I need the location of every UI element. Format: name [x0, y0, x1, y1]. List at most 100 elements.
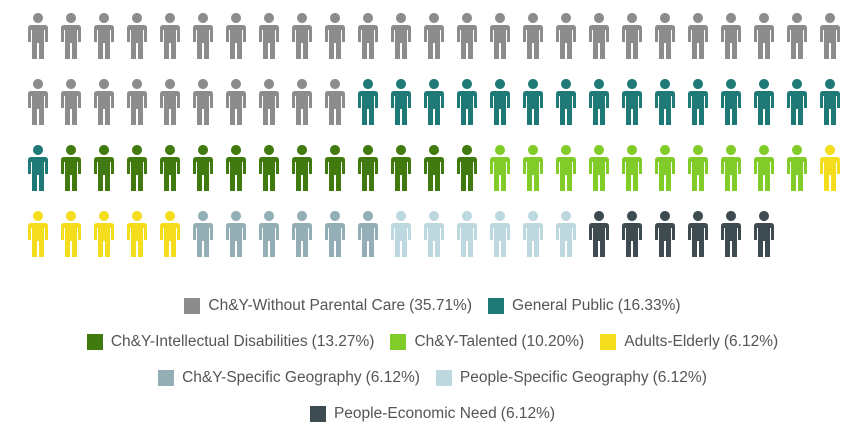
- person-icon: [94, 79, 114, 125]
- person-icon: [523, 211, 543, 257]
- legend-value: (13.27%): [311, 333, 375, 350]
- legend-item: People-Economic Need (6.12%): [309, 405, 556, 423]
- person-icon: [589, 13, 609, 59]
- person-icon: [325, 211, 345, 257]
- legend-swatch: [435, 370, 452, 386]
- person-icon: [655, 79, 675, 125]
- person-icon: [325, 13, 345, 59]
- person-icon: [523, 79, 543, 125]
- legend-row: Ch&Y-Specific Geography (6.12%) People-Spe…: [0, 360, 865, 396]
- person-icon: [391, 79, 411, 125]
- person-icon: [424, 145, 444, 191]
- person-icon: [424, 13, 444, 59]
- person-icon: [259, 79, 279, 125]
- person-icon: [226, 145, 246, 191]
- person-icon: [424, 79, 444, 125]
- person-icon: [457, 13, 477, 59]
- person-icon: [721, 13, 741, 59]
- person-icon: [292, 211, 312, 257]
- legend-value: (6.12%): [365, 369, 420, 386]
- legend-swatch: [488, 298, 505, 314]
- person-icon: [391, 211, 411, 257]
- person-icon: [556, 79, 576, 125]
- person-icon: [358, 145, 378, 191]
- person-icon: [127, 13, 147, 59]
- person-icon: [655, 13, 675, 59]
- person-icon: [754, 211, 774, 257]
- legend-value: (16.33%): [617, 297, 681, 314]
- person-icon: [127, 145, 147, 191]
- person-icon: [754, 13, 774, 59]
- legend-swatch: [86, 334, 103, 350]
- person-icon: [325, 79, 345, 125]
- person-icon: [688, 13, 708, 59]
- legend: Ch&Y-Without Parental Care (35.71%) Genera…: [0, 288, 865, 432]
- person-icon: [160, 211, 180, 257]
- legend-label: Adults-Elderly: [624, 333, 720, 350]
- person-icon: [721, 79, 741, 125]
- person-icon: [589, 79, 609, 125]
- person-icon: [127, 211, 147, 257]
- person-icon: [556, 145, 576, 191]
- person-icon: [61, 145, 81, 191]
- person-icon: [589, 211, 609, 257]
- person-icon: [325, 145, 345, 191]
- legend-item: Ch&Y-Without Parental Care (35.71%): [184, 297, 472, 315]
- person-icon: [688, 79, 708, 125]
- person-icon: [622, 211, 642, 257]
- person-icon: [61, 79, 81, 125]
- chart: Ch&Y-Without Parental Care (35.71%) Genera…: [28, 13, 840, 422]
- legend-label: General Public: [512, 297, 614, 314]
- person-icon: [556, 13, 576, 59]
- legend-value: (6.12%): [500, 405, 556, 422]
- person-icon: [721, 145, 741, 191]
- legend-item: Adults-Elderly (6.12%): [600, 333, 778, 351]
- person-icon: [193, 79, 213, 125]
- person-icon: [457, 79, 477, 125]
- person-icon: [490, 211, 510, 257]
- person-icon: [28, 145, 48, 191]
- person-icon: [292, 79, 312, 125]
- person-icon: [127, 79, 147, 125]
- person-icon: [490, 145, 510, 191]
- legend-swatch: [184, 298, 201, 314]
- legend-swatch: [600, 334, 617, 350]
- person-icon: [226, 79, 246, 125]
- legend-item: General Public (16.33%): [488, 297, 681, 315]
- person-icon: [622, 13, 642, 59]
- legend-label: Ch&Y-Intellectual Disabilities: [110, 333, 308, 350]
- person-icon: [193, 13, 213, 59]
- person-icon: [754, 145, 774, 191]
- person-icon: [457, 145, 477, 191]
- person-icon: [820, 145, 840, 191]
- legend-row: People-Economic Need (6.12%): [0, 396, 865, 432]
- person-icon: [820, 13, 840, 59]
- person-icon: [358, 13, 378, 59]
- person-icon: [523, 13, 543, 59]
- person-icon: [61, 13, 81, 59]
- person-icon: [226, 211, 246, 257]
- legend-item: Ch&Y-Specific Geography (6.12%): [158, 369, 420, 387]
- person-icon: [424, 211, 444, 257]
- legend-value: (6.12%): [723, 333, 779, 350]
- person-icon: [358, 79, 378, 125]
- person-icon: [820, 79, 840, 125]
- legend-label: Ch&Y-Specific Geography: [182, 369, 362, 386]
- legend-row: Ch&Y-Without Parental Care (35.71%) Genera…: [0, 288, 865, 324]
- person-icon: [28, 79, 48, 125]
- person-icon: [754, 79, 774, 125]
- person-icon: [94, 13, 114, 59]
- legend-label: People-Specific Geography: [459, 369, 649, 386]
- person-icon: [622, 145, 642, 191]
- person-icon: [259, 13, 279, 59]
- person-icon: [292, 145, 312, 191]
- legend-swatch: [390, 334, 407, 350]
- person-icon: [358, 211, 378, 257]
- person-icon: [391, 13, 411, 59]
- person-icon: [160, 145, 180, 191]
- person-icon: [655, 145, 675, 191]
- person-icon: [721, 211, 741, 257]
- person-icon: [61, 211, 81, 257]
- person-icon: [94, 211, 114, 257]
- person-icon: [490, 13, 510, 59]
